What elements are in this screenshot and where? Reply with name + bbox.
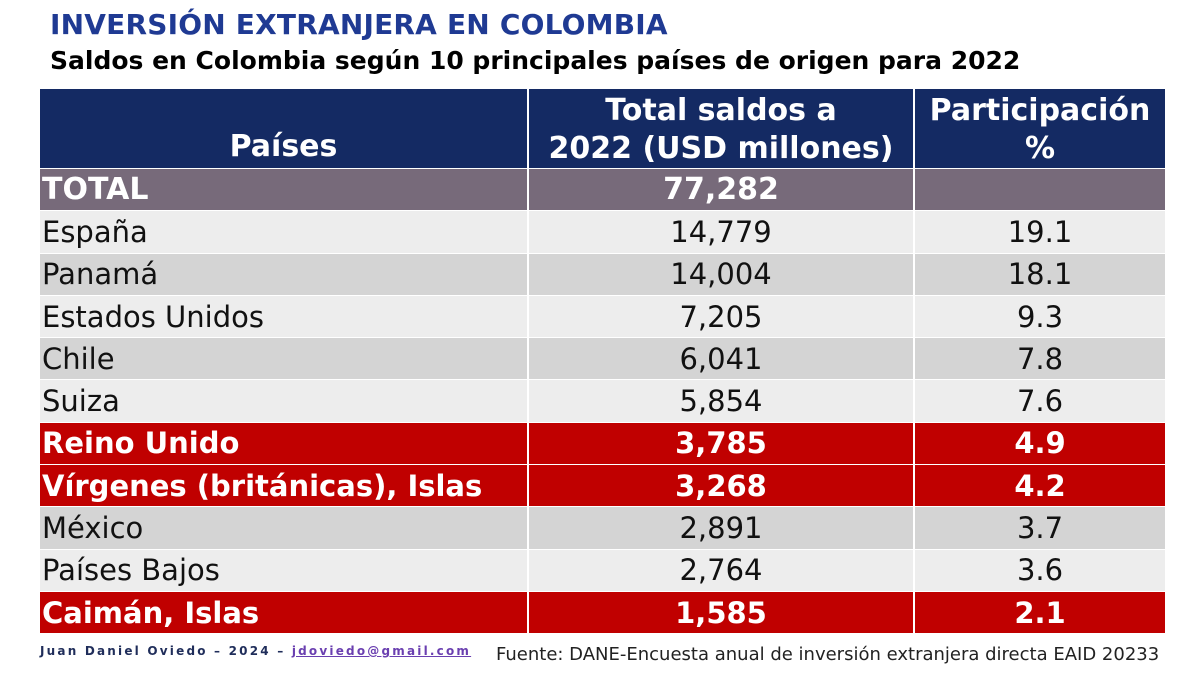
table-row: Panamá 14,004 18.1 bbox=[40, 252, 1165, 296]
table-row: España 14,779 19.1 bbox=[40, 210, 1165, 254]
country-cell: Suiza bbox=[40, 379, 529, 423]
value-cell: 2,891 bbox=[528, 506, 915, 550]
country-cell: España bbox=[40, 210, 529, 254]
share-cell: 7.6 bbox=[914, 379, 1165, 423]
table-body: TOTAL 77,282 España 14,779 19.1 Panamá 14,00… bbox=[40, 167, 1165, 634]
page-subtitle: Saldos en Colombia según 10 principales … bbox=[50, 46, 1021, 75]
table-row: Chile 6,041 7.8 bbox=[40, 337, 1165, 380]
footer-source: Fuente: DANE-Encuesta anual de inversión… bbox=[496, 644, 1160, 665]
table-header-row: Países Total saldos a 2022 (USD millones)… bbox=[40, 89, 1165, 169]
table-row: Caimán, Islas 1,585 2.1 bbox=[40, 590, 1165, 634]
table-row-total: TOTAL 77,282 bbox=[40, 167, 1165, 211]
investment-table: Países Total saldos a 2022 (USD millones)… bbox=[40, 89, 1165, 634]
country-cell: Reino Unido bbox=[40, 421, 529, 465]
column-header-participacion-label: Participación% bbox=[929, 93, 1151, 166]
table-row: Estados Unidos 7,205 9.3 bbox=[40, 294, 1165, 338]
value-cell: 7,205 bbox=[528, 294, 915, 338]
share-cell: 4.9 bbox=[914, 421, 1165, 465]
country-cell: Vírgenes (británicas), Islas bbox=[40, 464, 529, 507]
country-cell: Caimán, Islas bbox=[40, 590, 529, 634]
share-cell: 7.8 bbox=[914, 337, 1165, 380]
share-cell: 18.1 bbox=[914, 252, 1165, 296]
total-value: 77,282 bbox=[528, 167, 915, 211]
column-header-paises: Países bbox=[40, 89, 529, 169]
table-row: Países Bajos 2,764 3.6 bbox=[40, 548, 1165, 592]
share-cell: 3.7 bbox=[914, 506, 1165, 550]
total-label: TOTAL bbox=[40, 167, 529, 211]
country-cell: Chile bbox=[40, 337, 529, 380]
value-cell: 14,779 bbox=[528, 210, 915, 254]
value-cell: 5,854 bbox=[528, 379, 915, 423]
value-cell: 14,004 bbox=[528, 252, 915, 296]
column-header-total: Total saldos a 2022 (USD millones) bbox=[528, 89, 915, 169]
table-row: Suiza 5,854 7.6 bbox=[40, 379, 1165, 423]
table-row: Vírgenes (británicas), Islas 3,268 4.2 bbox=[40, 464, 1165, 507]
share-cell: 2.1 bbox=[914, 590, 1165, 634]
value-cell: 2,764 bbox=[528, 548, 915, 592]
share-cell: 4.2 bbox=[914, 464, 1165, 507]
table-row: Reino Unido 3,785 4.9 bbox=[40, 421, 1165, 465]
country-cell: Países Bajos bbox=[40, 548, 529, 592]
column-header-total-label: Total saldos a 2022 (USD millones) bbox=[548, 93, 894, 166]
total-share bbox=[914, 167, 1165, 211]
footer-author: Juan Daniel Oviedo – 2024 – jdoviedo@gma… bbox=[40, 644, 471, 658]
share-cell: 3.6 bbox=[914, 548, 1165, 592]
author-name: Juan Daniel Oviedo – 2024 – bbox=[40, 644, 286, 658]
country-cell: Estados Unidos bbox=[40, 294, 529, 338]
author-email-link[interactable]: jdoviedo@gmail.com bbox=[291, 644, 472, 658]
share-cell: 9.3 bbox=[914, 294, 1165, 338]
country-cell: Panamá bbox=[40, 252, 529, 296]
page-title: INVERSIÓN EXTRANJERA EN COLOMBIA bbox=[50, 8, 668, 41]
country-cell: México bbox=[40, 506, 529, 550]
column-header-participacion: Participación% bbox=[914, 89, 1165, 169]
value-cell: 3,268 bbox=[528, 464, 915, 507]
value-cell: 1,585 bbox=[528, 590, 915, 634]
value-cell: 3,785 bbox=[528, 421, 915, 465]
table-row: México 2,891 3.7 bbox=[40, 506, 1165, 550]
value-cell: 6,041 bbox=[528, 337, 915, 380]
share-cell: 19.1 bbox=[914, 210, 1165, 254]
